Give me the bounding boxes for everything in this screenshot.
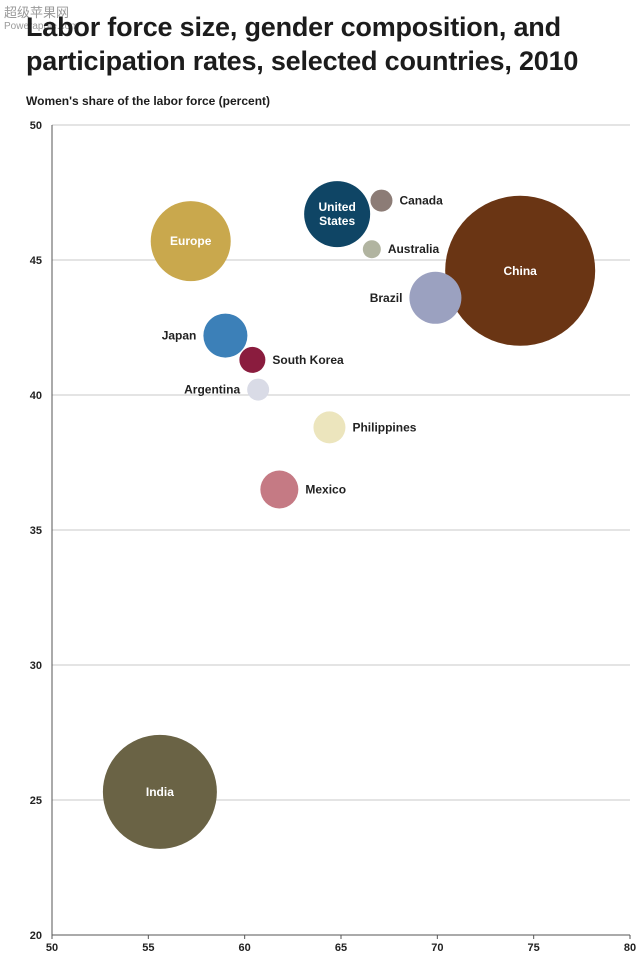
bubble-label-line: Mexico: [305, 483, 346, 497]
bubble-argentina: [247, 378, 270, 401]
bubble-label-line: Australia: [388, 242, 440, 256]
y-axis-label: Women's share of the labor force (percen…: [26, 94, 271, 108]
bubble-label-line: Brazil: [370, 291, 403, 305]
watermark-line1: 超级苹果网: [4, 5, 70, 20]
bubble-south-korea: [239, 346, 266, 373]
x-tick-label-50: 50: [46, 942, 58, 953]
chart-title-line2: participation rates, selected countries,…: [26, 46, 579, 76]
bubble-europe: [150, 201, 231, 282]
bubble-label-line: States: [319, 214, 355, 228]
y-tick-label-40: 40: [30, 390, 42, 402]
bubble-label-line: China: [504, 264, 538, 278]
bubble-label-united-states: United States: [318, 200, 355, 228]
y-tick-label-20: 20: [30, 930, 42, 942]
bubble-label-argentina: Argentina: [184, 383, 240, 397]
bubble-philippines: [313, 411, 346, 444]
bubble-label-philippines: Philippines: [352, 420, 416, 434]
bubble-label-line: South Korea: [272, 353, 344, 367]
x-tick-label-60: 60: [239, 942, 251, 953]
bubble-label-australia: Australia: [388, 242, 440, 256]
chart-title: Labor force size, gender composition, an…: [26, 10, 626, 78]
bubble-label-china: China: [504, 264, 538, 278]
y-tick-label-50: 50: [30, 120, 42, 132]
watermark-line2: Powerapple.com: [4, 21, 79, 32]
bubble-label-europe: Europe: [170, 234, 212, 248]
bubble-label-line: United: [318, 200, 355, 214]
x-tick-label-65: 65: [335, 942, 347, 953]
bubble-brazil: [409, 271, 462, 324]
x-tick-label-80: 80: [624, 942, 636, 953]
bubble-canada: [370, 189, 393, 212]
y-tick-label-25: 25: [30, 795, 42, 807]
bubble-label-line: Japan: [162, 329, 197, 343]
bubble-japan: [203, 313, 248, 358]
bubble-label-line: Philippines: [352, 420, 416, 434]
x-tick-label-75: 75: [528, 942, 540, 953]
bubble-label-line: Europe: [170, 234, 212, 248]
y-tick-label-45: 45: [30, 255, 42, 267]
x-tick-label-55: 55: [142, 942, 154, 953]
watermark: 超级苹果网 Powerapple.com: [4, 5, 79, 34]
chart-title-line1: Labor force size, gender composition, an…: [26, 12, 561, 42]
bubble-label-canada: Canada: [399, 194, 443, 208]
bubble-label-line: India: [146, 785, 174, 799]
bubble-mexico: [260, 470, 299, 509]
bubble-india: [102, 734, 217, 849]
bubble-china: [445, 195, 596, 346]
bubble-united-states: [304, 181, 371, 248]
y-tick-label-30: 30: [30, 660, 42, 672]
bubble-label-mexico: Mexico: [305, 483, 346, 497]
x-tick-label-70: 70: [431, 942, 443, 953]
bubble-label-line: Canada: [399, 194, 443, 208]
bubble-australia: [362, 240, 381, 259]
bubble-label-japan: Japan: [162, 329, 197, 343]
bubble-label-line: Argentina: [184, 383, 240, 397]
y-tick-label-35: 35: [30, 525, 42, 537]
bubble-label-brazil: Brazil: [370, 291, 403, 305]
bubble-label-india: India: [146, 785, 174, 799]
bubble-label-south-korea: South Korea: [272, 353, 344, 367]
